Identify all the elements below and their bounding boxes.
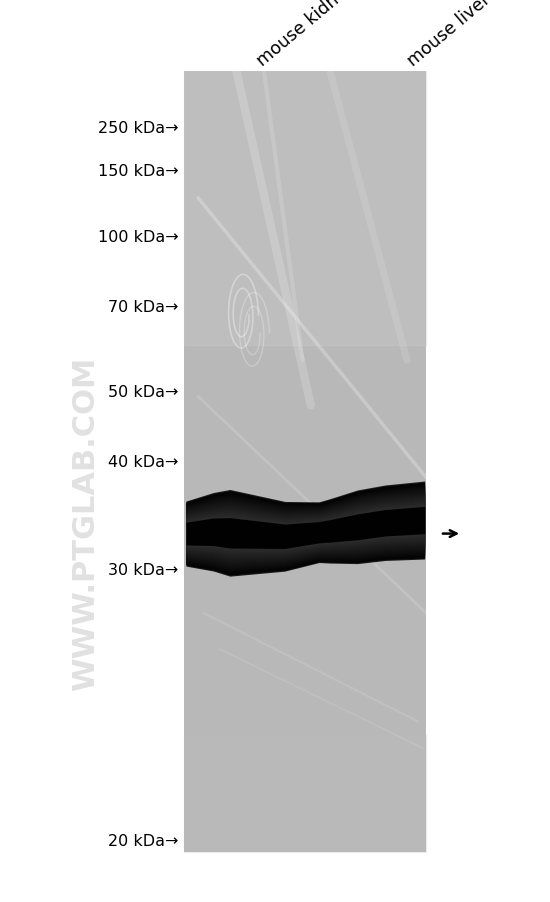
Text: 150 kDa→: 150 kDa→ [98, 164, 179, 179]
Bar [184, 72, 426, 852]
Text: 20 kDa→: 20 kDa→ [108, 833, 179, 848]
Text: 70 kDa→: 70 kDa→ [108, 299, 179, 314]
Text: 100 kDa→: 100 kDa→ [98, 230, 179, 244]
Text: mouse liver: mouse liver [404, 0, 494, 70]
Text: 50 kDa→: 50 kDa→ [108, 385, 179, 400]
Text: WWW.PTGLAB.COM: WWW.PTGLAB.COM [71, 356, 100, 690]
Text: 40 kDa→: 40 kDa→ [108, 455, 179, 469]
Text: 30 kDa→: 30 kDa→ [108, 563, 179, 577]
Text: 250 kDa→: 250 kDa→ [98, 121, 179, 135]
Text: mouse kidney: mouse kidney [253, 0, 359, 70]
